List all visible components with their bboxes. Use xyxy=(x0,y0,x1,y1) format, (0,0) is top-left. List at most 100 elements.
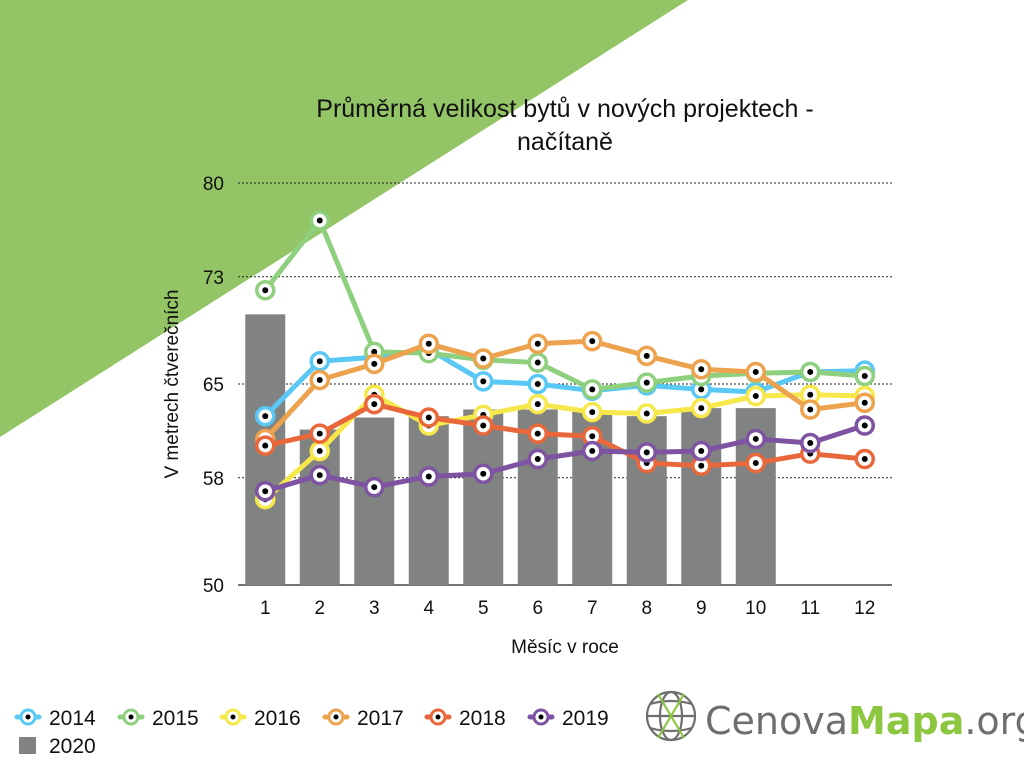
point-center xyxy=(480,470,487,477)
series-2019 xyxy=(255,415,875,502)
point-center xyxy=(534,430,541,437)
legend-item-2019: 2019 xyxy=(527,707,609,730)
point-center xyxy=(698,386,705,393)
point-center xyxy=(698,366,705,373)
legend-item-2014: 2014 xyxy=(14,707,96,730)
point-center xyxy=(371,484,378,491)
point-center xyxy=(262,488,269,495)
point-center xyxy=(589,433,596,440)
x-tick-label: 6 xyxy=(532,598,543,619)
point-center xyxy=(643,410,650,417)
point-center xyxy=(752,460,759,467)
x-tick-label: 2 xyxy=(314,598,325,619)
point-center xyxy=(262,442,269,449)
point-center xyxy=(861,422,868,429)
point-center xyxy=(316,358,323,365)
green-corner-decoration xyxy=(0,0,688,437)
legend-label: 2017 xyxy=(357,707,404,730)
point-center xyxy=(589,448,596,454)
point-center xyxy=(425,414,432,421)
bars-2020 xyxy=(245,314,776,585)
y-tick-label: 65 xyxy=(203,375,224,396)
bar-2020-month-9 xyxy=(681,408,722,585)
x-tick-label: 12 xyxy=(854,598,875,619)
brand-cenova: Cenova xyxy=(705,699,848,743)
line-2015 xyxy=(262,218,868,392)
legend-label: 2019 xyxy=(562,707,609,730)
legend-marker xyxy=(19,737,36,754)
point-center xyxy=(316,430,323,437)
point-center xyxy=(425,473,432,480)
series-2015 xyxy=(255,210,875,400)
line-series xyxy=(255,210,875,510)
point-center xyxy=(371,360,378,367)
chart-title-line-1: Průměrná velikost bytů v nových projekte… xyxy=(316,95,813,123)
legend-label: 2015 xyxy=(152,707,199,730)
point-center xyxy=(698,462,705,469)
point-center xyxy=(643,352,650,359)
point-center xyxy=(262,413,269,420)
point-center xyxy=(807,439,814,446)
globe-icon xyxy=(645,690,697,742)
y-tick-label: 73 xyxy=(203,268,224,289)
y-tick-label: 80 xyxy=(203,174,224,195)
point-center xyxy=(534,340,541,347)
point-center xyxy=(480,378,487,385)
point-center xyxy=(752,393,759,400)
brand-mapa: Mapa xyxy=(848,699,964,743)
legend-item-2016: 2016 xyxy=(219,707,301,730)
point-center xyxy=(861,372,868,379)
point-center xyxy=(589,386,596,393)
y-tick-labels: 50 58 65 73 80 xyxy=(203,174,224,597)
point-center xyxy=(752,435,759,442)
point-center xyxy=(861,456,868,463)
point-center xyxy=(861,399,868,406)
bar-2020-month-5 xyxy=(463,409,504,585)
legend-label: 2018 xyxy=(459,707,506,730)
legend-item-2020: 2020 xyxy=(19,735,96,758)
legend-label: 2020 xyxy=(49,735,96,758)
point-center xyxy=(480,355,487,362)
series-2017 xyxy=(255,330,875,450)
point-center xyxy=(371,348,378,355)
series-2014 xyxy=(255,338,875,427)
point-center xyxy=(534,401,541,408)
point-center xyxy=(807,406,814,413)
y-tick-label: 50 xyxy=(203,576,224,597)
cenovamapa-logo: CenovaMapa.org xyxy=(645,690,1024,743)
point-center xyxy=(316,448,323,454)
legend: 2014 2015 2016 2017 2018 2019 2020 xyxy=(14,707,609,758)
point-center xyxy=(534,456,541,463)
point-center xyxy=(316,376,323,383)
point-center xyxy=(534,381,541,387)
point-center xyxy=(698,448,705,454)
x-tick-label: 7 xyxy=(587,598,598,619)
point-center xyxy=(262,287,269,294)
point-center xyxy=(425,340,432,347)
brand-org: .org xyxy=(964,699,1024,743)
point-center xyxy=(643,379,650,386)
x-tick-label: 4 xyxy=(423,598,434,619)
chart-title-line-2: načítaně xyxy=(517,128,613,156)
point-center xyxy=(807,391,814,398)
point-center xyxy=(480,422,487,429)
point-center xyxy=(316,472,323,479)
bar-2020-month-3 xyxy=(354,417,395,585)
svg-text:CenovaMapa.org: CenovaMapa.org xyxy=(705,699,1024,743)
x-tick-label: 3 xyxy=(369,598,380,619)
point-center xyxy=(316,217,323,224)
legend-item-2018: 2018 xyxy=(424,707,506,730)
point-center xyxy=(534,359,541,366)
point-center xyxy=(807,368,814,375)
x-tick-label: 9 xyxy=(696,598,707,619)
legend-item-2015: 2015 xyxy=(117,707,199,730)
point-center xyxy=(698,405,705,412)
point-center xyxy=(589,338,596,345)
point-center xyxy=(752,368,759,375)
x-tick-labels: 1 2 3 4 5 6 7 8 9 10 11 12 xyxy=(260,598,875,619)
point-center xyxy=(643,449,650,456)
x-axis-label: Měsíc v roce xyxy=(511,637,619,658)
series-2016 xyxy=(255,384,875,510)
bar-2020-month-4 xyxy=(408,416,449,585)
